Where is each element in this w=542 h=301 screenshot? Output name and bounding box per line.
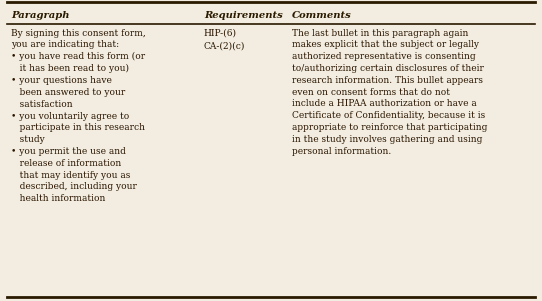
Text: The last bullet in this paragraph again
makes explicit that the subject or legal: The last bullet in this paragraph again …: [292, 29, 487, 156]
Text: Paragraph: Paragraph: [11, 11, 69, 20]
Text: Requirements: Requirements: [204, 11, 282, 20]
Text: By signing this consent form,
you are indicating that:
• you have read this form: By signing this consent form, you are in…: [11, 29, 146, 203]
Text: HIP-(6)
CA-(2)(c): HIP-(6) CA-(2)(c): [204, 29, 245, 51]
Text: Comments: Comments: [292, 11, 351, 20]
